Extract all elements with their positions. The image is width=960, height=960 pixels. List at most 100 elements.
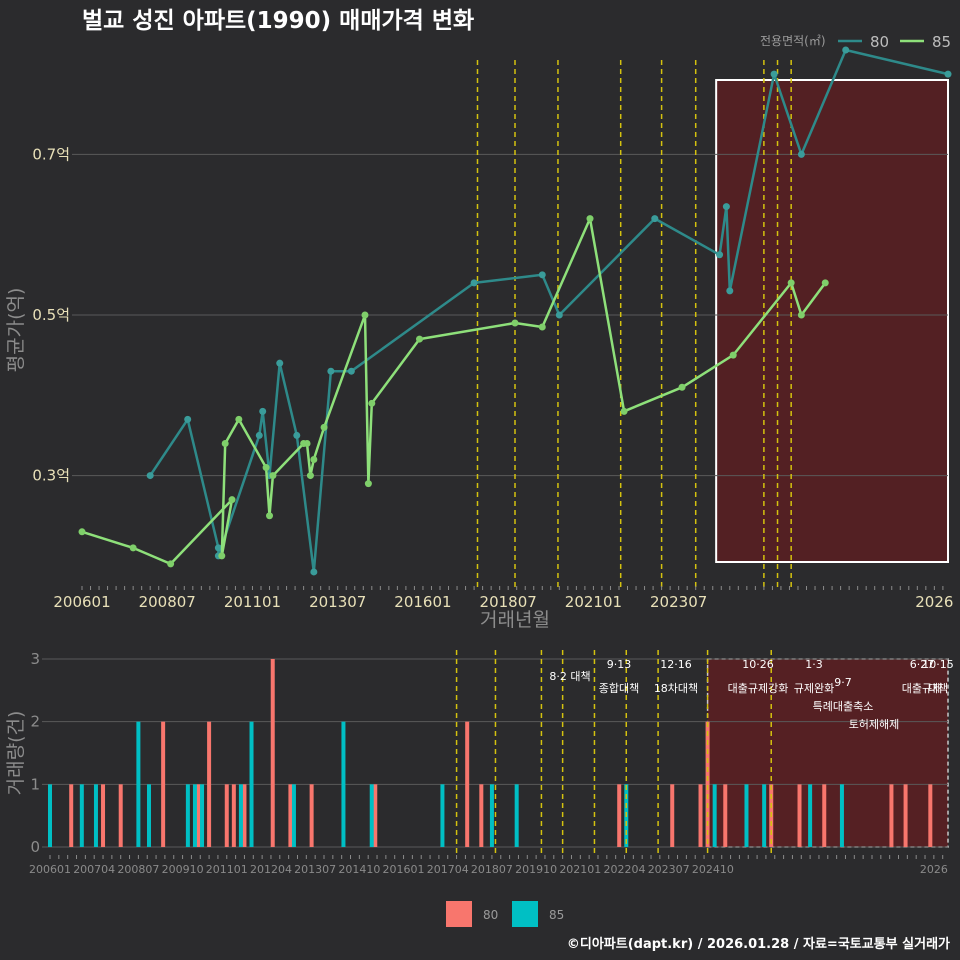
x-tick-label: 200807 bbox=[139, 593, 196, 611]
policy-text: 종합대책 bbox=[599, 682, 639, 695]
data-point bbox=[218, 552, 226, 560]
data-point bbox=[214, 544, 222, 552]
y-tick-labels: 0.3억 0.5억 0.7억 bbox=[32, 145, 70, 484]
data-point bbox=[770, 70, 778, 78]
bar-80 bbox=[723, 784, 728, 847]
chart-title: 벌교 성진 아파트(1990) 매매가격 변화 bbox=[82, 8, 474, 34]
data-point bbox=[310, 456, 318, 464]
policy-date: 10·15 bbox=[922, 658, 954, 671]
bar-80 bbox=[231, 784, 236, 847]
bar-x-tick-label: 201307 bbox=[294, 863, 336, 876]
data-point bbox=[306, 472, 314, 480]
y-axis-title: 평균가(억) bbox=[5, 288, 27, 373]
policy-text: 규제완화 bbox=[794, 682, 834, 695]
data-point bbox=[320, 423, 328, 431]
data-point bbox=[255, 431, 263, 439]
data-point bbox=[678, 383, 686, 391]
bar-80 bbox=[288, 784, 293, 847]
bar-80 bbox=[161, 721, 166, 847]
data-point bbox=[586, 215, 594, 223]
data-point bbox=[620, 407, 628, 415]
bar-x-tick-label: 202307 bbox=[648, 863, 690, 876]
bar-80 bbox=[118, 784, 123, 847]
bar-y-tick-label: 1 bbox=[30, 775, 40, 793]
x-tick-labels: 200601 200807 201101 201307 201601 201807 2021… bbox=[53, 586, 953, 611]
data-point bbox=[538, 271, 546, 279]
bar-85 bbox=[712, 784, 717, 847]
bar-85 bbox=[762, 784, 767, 847]
data-point bbox=[347, 367, 355, 375]
bar-80 bbox=[224, 784, 229, 847]
bar-y-tick-labels: 0 1 2 3 bbox=[30, 650, 40, 856]
policy-date: 10·26 bbox=[742, 658, 774, 671]
policy-date: 9·7 bbox=[834, 676, 852, 689]
bar-85 bbox=[369, 784, 374, 847]
bar-y-tick-label: 0 bbox=[30, 838, 40, 856]
bar-y-tick-label: 2 bbox=[30, 713, 40, 731]
data-point bbox=[146, 472, 154, 480]
bar-85 bbox=[146, 784, 151, 847]
data-point bbox=[787, 279, 795, 287]
data-point bbox=[511, 319, 519, 327]
series-80 bbox=[146, 46, 952, 576]
data-point bbox=[555, 311, 563, 319]
data-point bbox=[262, 464, 270, 472]
data-point bbox=[221, 439, 229, 447]
bar-80 bbox=[373, 784, 378, 847]
data-point bbox=[293, 431, 301, 439]
y-tick-label: 0.7억 bbox=[32, 145, 70, 163]
x-tick-label: 2026 bbox=[915, 593, 953, 611]
data-point bbox=[842, 46, 850, 54]
bar-x-tick-label: 201601 bbox=[383, 863, 425, 876]
bar-80 bbox=[196, 784, 201, 847]
bar-80 bbox=[69, 784, 74, 847]
bar-85 bbox=[514, 784, 519, 847]
data-point bbox=[235, 415, 243, 423]
bar-85 bbox=[808, 784, 813, 847]
bar-80 bbox=[889, 784, 894, 847]
data-point bbox=[726, 287, 734, 295]
bar-policy-lines bbox=[455, 650, 772, 857]
data-point bbox=[167, 560, 175, 568]
data-point bbox=[327, 367, 335, 375]
bar-80 bbox=[670, 784, 675, 847]
policy-date: 8·2 대책 bbox=[549, 670, 590, 683]
data-point bbox=[259, 407, 267, 415]
bar-80 bbox=[270, 659, 275, 847]
legend-label-85: 85 bbox=[932, 33, 951, 51]
policy-date: 9·13 bbox=[607, 658, 632, 671]
series-line-85 bbox=[81, 217, 827, 566]
bar-legend: 80 85 bbox=[446, 901, 564, 927]
highlight-region bbox=[715, 79, 949, 563]
data-point bbox=[416, 335, 424, 343]
bar-80 bbox=[617, 784, 622, 847]
bar-x-tick-label: 201807 bbox=[471, 863, 513, 876]
x-axis-title: 거래년월 bbox=[480, 609, 550, 631]
x-tick-label: 202101 bbox=[565, 593, 622, 611]
data-point bbox=[470, 279, 478, 287]
data-point bbox=[269, 472, 277, 480]
policy-text: 18차대책 bbox=[654, 682, 698, 695]
bar-x-tick-label: 200601 bbox=[29, 863, 71, 876]
bar-x-tick-label: 201204 bbox=[250, 863, 292, 876]
data-point bbox=[364, 480, 372, 488]
bar-85 bbox=[341, 721, 346, 847]
bar-85 bbox=[744, 784, 749, 847]
bar-85 bbox=[93, 784, 98, 847]
bar-x-tick-labels: 200601 200704 200807 200910 201101 201204 2013… bbox=[29, 855, 948, 876]
policy-text: 토허제해제 bbox=[849, 717, 900, 731]
bar-80 bbox=[698, 784, 703, 847]
bar-85 bbox=[839, 784, 844, 847]
bar-80 bbox=[101, 784, 106, 847]
bar-80 bbox=[465, 721, 470, 847]
data-point bbox=[729, 351, 737, 359]
data-point bbox=[944, 70, 952, 78]
data-point bbox=[266, 512, 274, 520]
data-point bbox=[310, 568, 318, 576]
policy-text: 대책 bbox=[928, 682, 948, 695]
x-tick-label: 202307 bbox=[650, 593, 707, 611]
bar-80 bbox=[479, 784, 484, 847]
bar-x-tick-label: 201101 bbox=[206, 863, 248, 876]
data-point bbox=[651, 215, 659, 223]
data-point bbox=[821, 279, 829, 287]
